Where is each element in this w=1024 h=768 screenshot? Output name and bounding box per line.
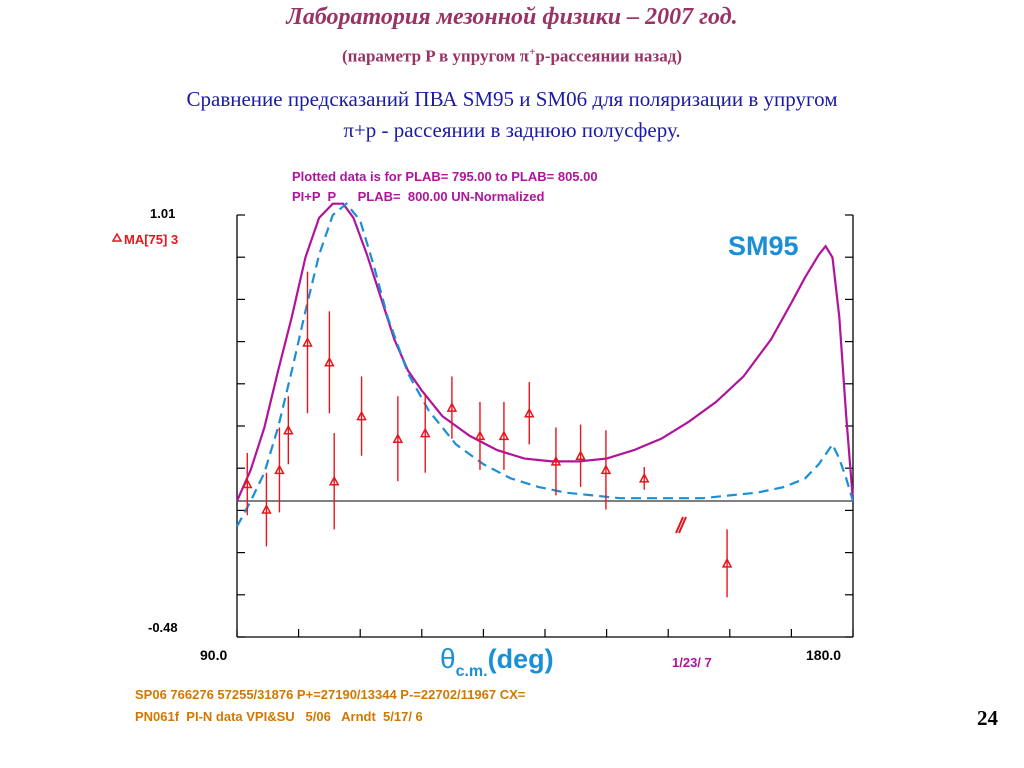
y-max-label: 1.01	[150, 206, 175, 221]
slide-title: Лаборатория мезонной физики – 2007 год.	[286, 4, 738, 30]
model-label: SM95	[728, 231, 799, 261]
data-point-marker	[392, 433, 404, 443]
legend-label: MA[75] 3	[124, 232, 178, 247]
data-point-marker	[274, 464, 285, 475]
footer-line-2: PN061f PI-N data VPI&SU 5/06 Arndt 5/17/…	[135, 709, 423, 724]
data-point-marker	[550, 455, 562, 466]
data-point-marker	[524, 407, 535, 418]
description-line-2: π+p - рассеянии в заднюю полусферу.	[343, 118, 681, 142]
data-point-marker	[283, 424, 294, 435]
x-axis-label-unit: (deg)	[488, 644, 554, 674]
description-line-1: Сравнение предсказаний ПВА SM95 и SM06 д…	[186, 87, 838, 111]
data-point-marker	[419, 427, 431, 438]
x-axis-label-theta: θ	[440, 643, 456, 674]
legend-marker-icon	[111, 232, 123, 242]
plot-points	[242, 271, 733, 598]
data-point-marker	[328, 475, 340, 486]
slide-description: Сравнение предсказаний ПВА SM95 и SM06 д…	[40, 84, 984, 146]
data-point-marker	[302, 336, 313, 347]
data-point-marker	[242, 478, 253, 489]
data-point-marker	[575, 450, 586, 460]
x-max-label: 180.0	[806, 647, 841, 663]
axis-break-icon	[675, 516, 687, 534]
data-point-marker	[721, 557, 733, 568]
x-min-label: 90.0	[200, 647, 227, 663]
data-point-marker	[474, 430, 486, 441]
data-point-marker	[324, 356, 335, 367]
data-point-marker	[261, 503, 272, 514]
x-axis-label-subscript: c.m.	[456, 663, 488, 680]
data-point-marker	[638, 472, 650, 483]
chart-header-line-2: PI+P P PLAB= 800.00 UN-Normalized	[292, 189, 544, 204]
x-axis-label: θc.m.(deg)	[440, 643, 554, 680]
series-line-sm06	[236, 202, 855, 528]
plot-frame	[236, 214, 854, 638]
legend: MA[75] 3	[111, 232, 178, 247]
footer-line-1: SP06 766276 57255/31876 P+=27190/13344 P…	[135, 687, 526, 702]
plot-series	[235, 202, 855, 528]
y-min-label: -0.48	[148, 620, 178, 635]
chart-header-line-1: Plotted data is for PLAB= 795.00 to PLAB…	[292, 169, 598, 184]
data-point-marker	[446, 401, 458, 412]
data-point-marker	[356, 410, 367, 421]
page-number: 24	[977, 706, 998, 730]
data-point-marker	[498, 430, 510, 441]
series-line-sm95	[235, 202, 855, 502]
slide-subtitle: (параметр P в упругом π+p-рассеянии наза…	[342, 46, 682, 66]
date-label: 1/23/ 7	[672, 655, 712, 670]
data-point-marker	[600, 464, 612, 475]
